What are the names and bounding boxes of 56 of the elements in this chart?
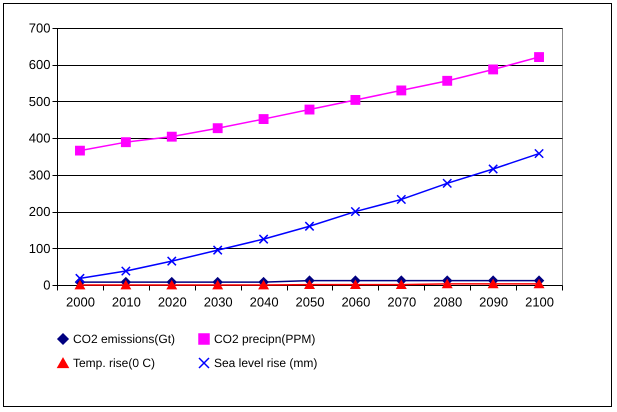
point <box>166 256 177 266</box>
point <box>488 64 498 74</box>
x-tick-label: 2010 <box>112 294 141 310</box>
y-tick-label: 300 <box>28 167 50 182</box>
point <box>258 114 269 124</box>
x-tick-label: 2080 <box>433 294 462 310</box>
point <box>75 146 85 156</box>
y-tick-label: 200 <box>28 204 50 220</box>
point <box>166 280 177 290</box>
point <box>120 266 131 276</box>
point <box>350 280 360 290</box>
point <box>212 245 223 256</box>
legend-label: CO2 emissions(Gt) <box>73 332 176 346</box>
x-tick-label: 2060 <box>341 294 370 310</box>
point <box>534 280 544 288</box>
y-tick-label: 100 <box>28 240 50 256</box>
x-tick-label: 2090 <box>479 294 508 310</box>
point <box>212 280 223 290</box>
x-tick-label: 2070 <box>387 294 416 310</box>
x-tick-label: 2040 <box>250 294 279 310</box>
point <box>75 280 85 290</box>
point <box>120 280 131 290</box>
point <box>304 104 314 114</box>
point <box>304 221 314 232</box>
point <box>166 132 177 142</box>
point <box>258 234 269 244</box>
point <box>488 164 498 174</box>
x-tick-label: 2100 <box>525 294 554 310</box>
y-tick-label: 700 <box>28 20 50 36</box>
x-tick-label: 2000 <box>66 294 95 310</box>
legend-label: Temp. rise(0 C) <box>73 356 156 370</box>
x-tick-label: 2020 <box>158 294 187 310</box>
point <box>350 206 360 217</box>
y-tick-label: 600 <box>28 57 50 72</box>
point <box>442 280 452 288</box>
y-tick-label: 0 <box>43 278 50 292</box>
point <box>212 123 223 134</box>
point <box>396 85 406 96</box>
point <box>120 137 131 148</box>
x-tick-label: 2030 <box>204 294 233 310</box>
point <box>534 52 544 62</box>
y-tick-label: 500 <box>28 94 50 109</box>
point <box>350 95 360 105</box>
legend-label: Sea level rise (mm) <box>214 356 318 370</box>
point <box>534 148 544 158</box>
point <box>442 76 452 86</box>
point <box>258 280 269 290</box>
y-tick-label: 400 <box>28 130 50 146</box>
point <box>488 280 498 288</box>
point <box>304 280 314 290</box>
point <box>396 280 406 290</box>
x-tick-label: 2050 <box>296 294 324 310</box>
legend-label: CO2 precipn(PPM) <box>214 332 316 346</box>
point <box>75 273 85 284</box>
point <box>396 194 406 204</box>
point <box>442 178 452 188</box>
